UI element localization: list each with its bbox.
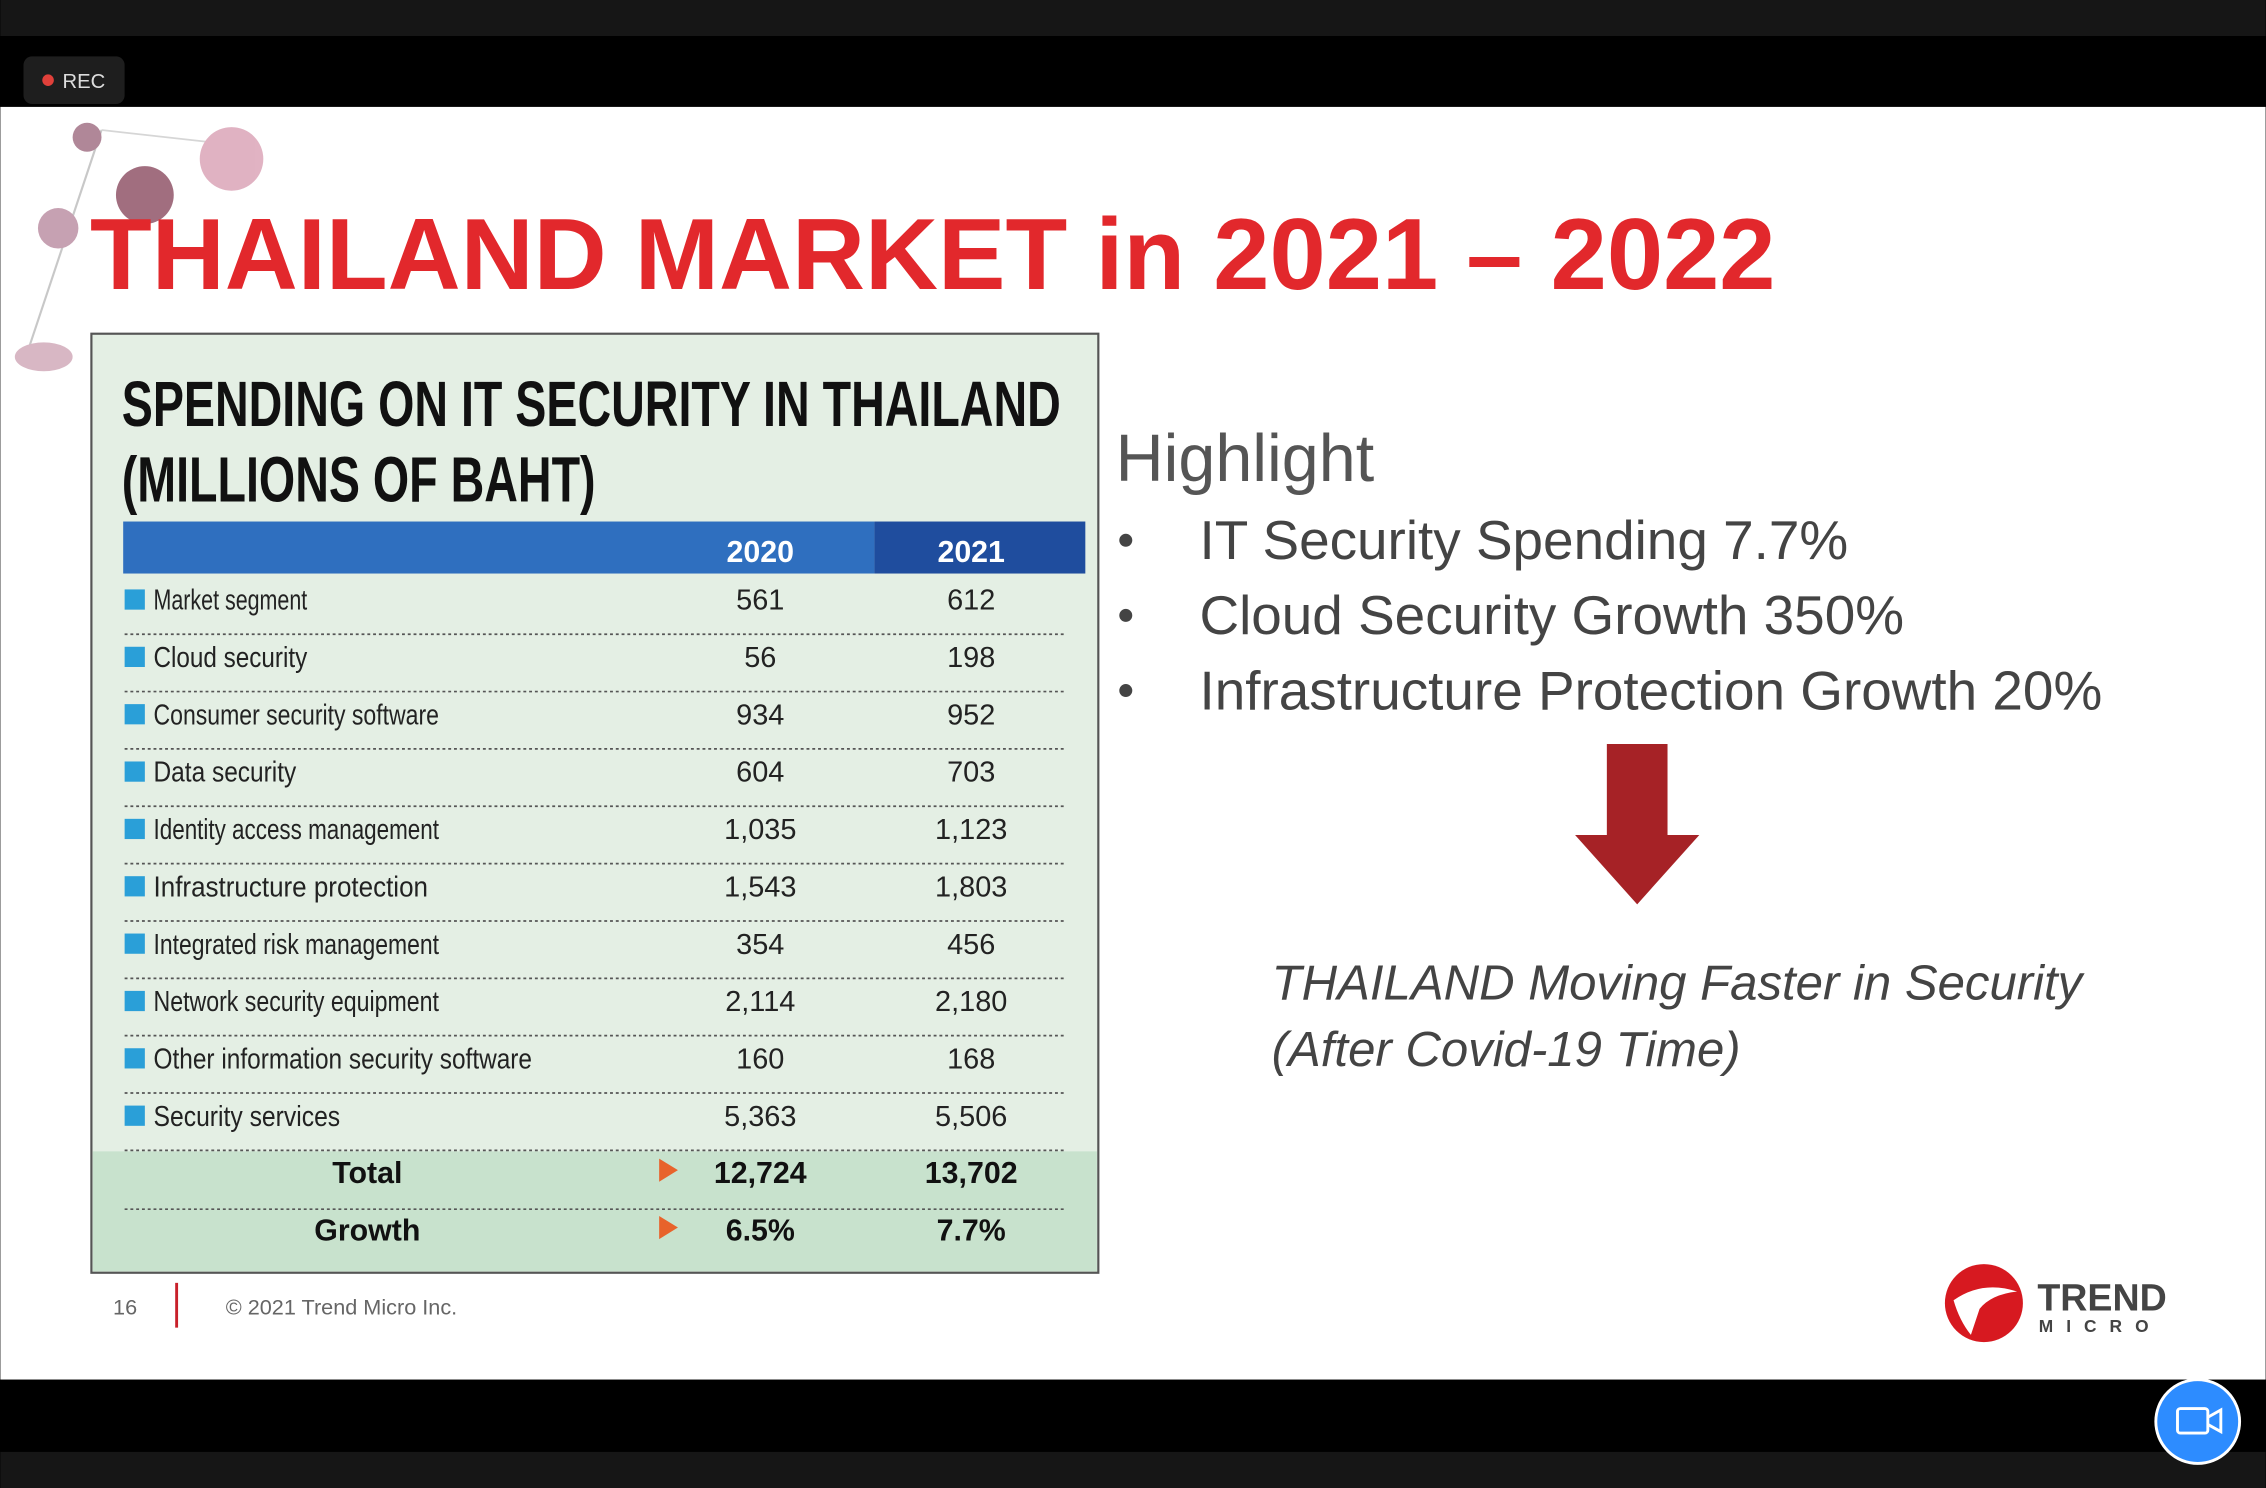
cell: 612 <box>947 585 995 617</box>
bullet-text: IT Security Spending 7.7% <box>1199 509 1848 571</box>
rec-indicator <box>23 56 125 105</box>
table-title: SPENDING ON IT SECURITY IN THAILAND <box>122 369 1061 440</box>
bullet-text: Infrastructure Protection Growth 20% <box>1199 659 2102 721</box>
row-label: Identity access management <box>154 814 439 846</box>
down-arrow <box>1575 744 1700 905</box>
top-bar <box>0 0 2266 37</box>
table-panel <box>90 332 1100 1274</box>
decoration <box>14 122 264 372</box>
row-marker <box>124 933 145 954</box>
bullet-dot <box>1119 684 1133 698</box>
cell: 1,543 <box>724 871 796 903</box>
summary-band <box>92 1151 1097 1272</box>
cell: 2,114 <box>725 986 795 1018</box>
cell: 703 <box>947 757 995 789</box>
bottom-bar <box>0 1451 2266 1488</box>
cell: 354 <box>736 929 784 961</box>
row-label: Network security equipment <box>154 986 439 1018</box>
cell: 160 <box>736 1043 784 1075</box>
summary-cell: 12,724 <box>714 1157 807 1190</box>
row-label: Cloud security <box>154 642 308 674</box>
conclusion: THAILAND Moving Faster in Security <box>1272 957 2086 1011</box>
summary-cell: 6.5% <box>726 1215 795 1248</box>
table: SPENDING ON IT SECURITY IN THAILAND (MIL… <box>90 332 1100 1274</box>
summary-cell: 7.7% <box>937 1215 1006 1248</box>
highlight-list: IT Security Spending 7.7% Cloud Security … <box>1119 509 2102 721</box>
cell: 168 <box>947 1043 995 1075</box>
rec-label: REC <box>63 71 106 93</box>
cell: 5,363 <box>724 1101 796 1133</box>
bullet-text: Cloud Security Growth 350% <box>1199 584 1904 646</box>
column-header: 2020 <box>727 536 794 569</box>
row-marker <box>124 704 145 725</box>
row-marker <box>124 761 145 782</box>
row-marker <box>124 1105 145 1126</box>
summary-label: Growth <box>314 1215 420 1248</box>
row-marker <box>124 990 145 1012</box>
row-marker <box>124 818 145 840</box>
video-button[interactable] <box>2154 1378 2242 1465</box>
row-marker <box>124 646 145 667</box>
row-label: Security services <box>154 1101 341 1133</box>
video-icon <box>2176 1407 2223 1435</box>
cell: 198 <box>947 642 995 674</box>
row-label: Other information security software <box>154 1043 533 1075</box>
page-number: 16 <box>113 1295 137 1320</box>
logo-text: MICRO <box>2039 1316 2162 1336</box>
cell: 1,035 <box>724 814 796 846</box>
row-label: Data security <box>154 757 297 789</box>
cell: 5,506 <box>935 1101 1007 1133</box>
row-label: Consumer security software <box>154 699 439 731</box>
copyright: © 2021 Trend Micro Inc. <box>226 1295 457 1320</box>
header-bar <box>0 36 2266 107</box>
header-bar <box>123 521 875 574</box>
conclusion: (After Covid-19 Time) <box>1272 1023 1741 1077</box>
cell: 1,123 <box>935 814 1007 846</box>
cell: 934 <box>736 699 784 731</box>
cell: 604 <box>736 757 784 789</box>
cell: 2,180 <box>935 986 1007 1018</box>
logo-swoosh <box>1953 1287 2018 1335</box>
table-title: (MILLIONS OF BAHT) <box>122 444 596 515</box>
highlight-heading: Highlight <box>1116 422 1375 496</box>
summary-label: Total <box>332 1157 402 1190</box>
cell: 456 <box>947 929 995 961</box>
footer-bar <box>0 1379 2266 1452</box>
rec-dot <box>42 74 54 86</box>
column-header: 2021 <box>937 536 1005 569</box>
bullet-dot <box>1119 533 1133 547</box>
bullet-dot <box>1119 608 1133 622</box>
cell: 952 <box>947 699 995 731</box>
row-marker <box>124 589 145 610</box>
slide-title: THAILAND MARKET in 2021 – 2022 <box>90 198 1776 311</box>
row-label: Market segment <box>154 585 308 617</box>
summary-cell: 13,702 <box>925 1157 1018 1190</box>
header-bar <box>874 521 1086 574</box>
summary-arrow <box>659 1215 678 1240</box>
row-marker <box>124 1048 145 1069</box>
logo-text: TREND <box>2037 1276 2166 1318</box>
cell: 56 <box>744 642 776 674</box>
row-label: Infrastructure protection <box>154 871 428 903</box>
cell: 1,803 <box>935 871 1007 903</box>
cell: 561 <box>736 585 784 617</box>
row-label: Integrated risk management <box>154 929 439 961</box>
summary-arrow <box>659 1158 678 1182</box>
row-marker <box>124 876 145 897</box>
